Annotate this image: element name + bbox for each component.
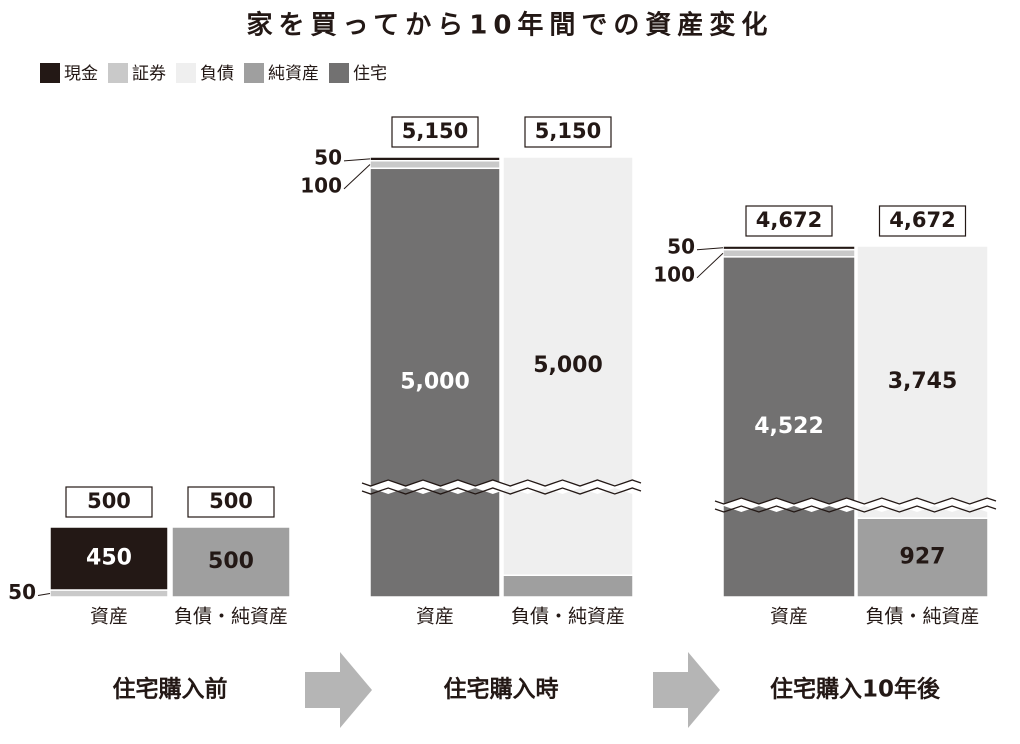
category-label: 資産 bbox=[416, 606, 454, 628]
axis-break-line bbox=[361, 487, 642, 495]
bar-segment bbox=[171, 526, 291, 598]
bar-segment bbox=[722, 256, 856, 598]
legend-label: 住宅 bbox=[353, 64, 387, 84]
legend-swatch bbox=[176, 63, 196, 83]
arrow bbox=[653, 652, 720, 728]
group-label: 住宅購入時 bbox=[444, 676, 559, 703]
value-label: 500 bbox=[208, 549, 254, 574]
legend-swatch bbox=[40, 63, 60, 83]
leader-line bbox=[696, 247, 724, 251]
bar-segment bbox=[49, 526, 169, 591]
leader-line bbox=[343, 158, 371, 162]
group-label: 住宅購入10年後 bbox=[770, 676, 941, 703]
bar-segment bbox=[502, 574, 634, 598]
leader-line bbox=[696, 252, 724, 279]
total-box bbox=[878, 205, 967, 237]
value-label: 5,000 bbox=[533, 353, 603, 378]
total-label: 500 bbox=[209, 489, 253, 513]
leader-line bbox=[343, 164, 371, 190]
legend-label: 証券 bbox=[132, 64, 166, 84]
legend-swatch bbox=[244, 63, 264, 83]
value-label: 927 bbox=[900, 545, 946, 570]
legend-label: 純資産 bbox=[268, 64, 319, 84]
legend-swatch bbox=[329, 63, 349, 83]
value-label: 50 bbox=[667, 234, 695, 258]
total-box bbox=[187, 486, 275, 518]
axis-break-line bbox=[714, 497, 997, 505]
legend-label: 現金 bbox=[64, 64, 98, 84]
bar-segment bbox=[49, 589, 169, 598]
value-label: 5,000 bbox=[400, 370, 470, 395]
category-label: 負債・純資産 bbox=[511, 606, 625, 628]
category-label: 資産 bbox=[90, 606, 128, 628]
category-label: 負債・純資産 bbox=[865, 606, 979, 628]
axis-break-line bbox=[361, 479, 642, 487]
value-label: 3,745 bbox=[888, 369, 958, 394]
total-label: 5,150 bbox=[402, 119, 468, 143]
total-label: 500 bbox=[87, 489, 131, 513]
bar-segment bbox=[722, 245, 856, 251]
bar-segment bbox=[502, 156, 634, 576]
bar-segment bbox=[856, 245, 989, 519]
category-label: 資産 bbox=[770, 606, 808, 628]
value-label: 50 bbox=[314, 145, 342, 169]
total-label: 5,150 bbox=[535, 119, 601, 143]
total-box bbox=[65, 486, 153, 518]
category-label: 負債・純資産 bbox=[174, 606, 288, 628]
bar-segment bbox=[369, 156, 501, 162]
bar-segment bbox=[722, 248, 856, 258]
value-label: 100 bbox=[300, 173, 342, 197]
bar-segment bbox=[856, 517, 989, 598]
total-box bbox=[524, 116, 612, 148]
legend-label: 負債 bbox=[200, 64, 234, 84]
group-label: 住宅購入前 bbox=[113, 676, 228, 703]
legend-swatch bbox=[108, 63, 128, 83]
total-box bbox=[745, 205, 833, 237]
value-label: 100 bbox=[653, 262, 695, 286]
value-label: 4,522 bbox=[754, 414, 824, 439]
leader-line bbox=[37, 593, 51, 596]
total-label: 4,672 bbox=[756, 208, 822, 232]
value-label: 50 bbox=[8, 580, 36, 604]
bar-segment bbox=[369, 167, 501, 598]
value-label: 450 bbox=[86, 546, 132, 571]
axis-break-line bbox=[714, 505, 997, 513]
bar-segment bbox=[369, 160, 501, 170]
total-box bbox=[391, 116, 479, 148]
chart-title: 家を買ってから10年間での資産変化 bbox=[247, 10, 774, 41]
arrow bbox=[305, 652, 372, 728]
total-label: 4,672 bbox=[889, 208, 955, 232]
